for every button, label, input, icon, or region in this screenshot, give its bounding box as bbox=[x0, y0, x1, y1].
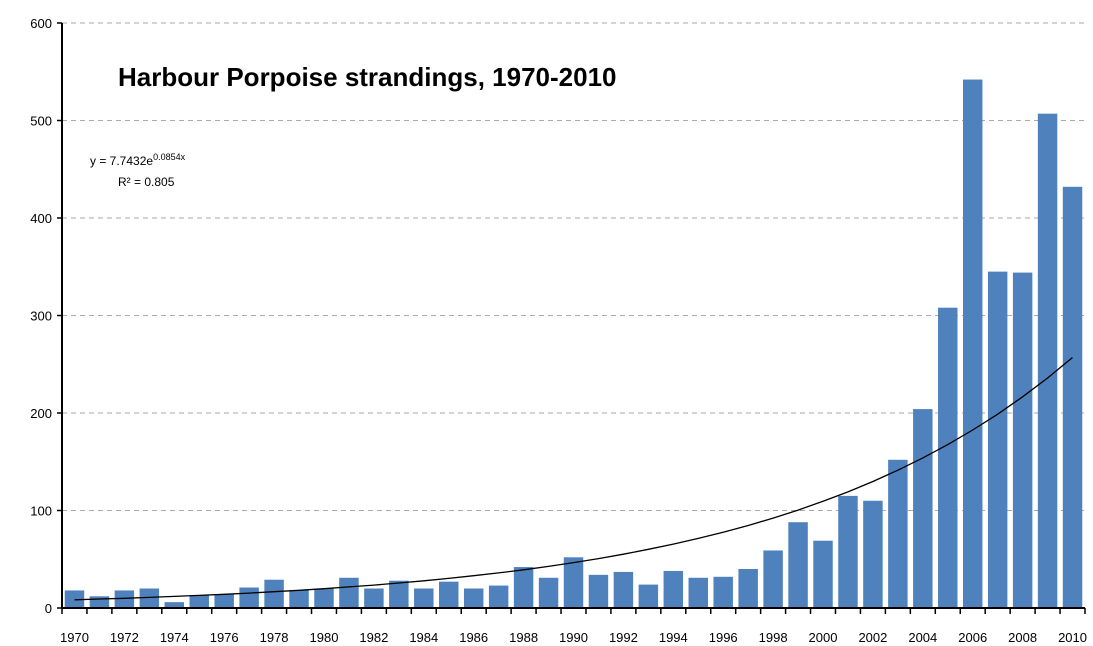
x-tick-label: 1980 bbox=[310, 630, 339, 645]
y-tick-label: 100 bbox=[30, 504, 52, 519]
bar bbox=[189, 595, 209, 608]
x-tick-label: 1972 bbox=[110, 630, 139, 645]
x-tick-label: 1992 bbox=[609, 630, 638, 645]
y-tick-label: 400 bbox=[30, 211, 52, 226]
bar bbox=[339, 577, 359, 608]
x-tick-label: 1986 bbox=[459, 630, 488, 645]
bar bbox=[463, 588, 484, 608]
x-tick-label: 2010 bbox=[1058, 630, 1087, 645]
bar bbox=[962, 79, 983, 609]
x-tick-label: 1988 bbox=[509, 630, 538, 645]
bar bbox=[613, 571, 634, 608]
bar bbox=[164, 602, 185, 608]
equation: y = 7.7432e bbox=[90, 154, 153, 168]
x-tick-label: 2004 bbox=[908, 630, 937, 645]
bar bbox=[738, 569, 758, 608]
bar bbox=[64, 590, 85, 608]
x-tick-label: 1984 bbox=[409, 630, 438, 645]
x-tick-label: 1996 bbox=[709, 630, 738, 645]
bar bbox=[788, 522, 808, 608]
x-tick-label: 1978 bbox=[260, 630, 289, 645]
y-tick-label: 0 bbox=[45, 601, 52, 616]
bar bbox=[513, 567, 534, 608]
x-tick-label: 2008 bbox=[1008, 630, 1037, 645]
trendline bbox=[74, 356, 1073, 601]
bar bbox=[114, 590, 135, 608]
bar bbox=[1062, 186, 1083, 609]
bar bbox=[763, 550, 783, 608]
bar bbox=[888, 459, 908, 608]
bar bbox=[1012, 272, 1033, 608]
bar bbox=[239, 587, 259, 608]
bar bbox=[913, 409, 933, 608]
bar bbox=[987, 271, 1008, 608]
bar bbox=[389, 580, 409, 608]
chart-title: Harbour Porpoise strandings, 1970-2010 bbox=[118, 62, 617, 92]
bar bbox=[289, 590, 309, 608]
bar bbox=[863, 500, 883, 608]
bar bbox=[488, 585, 509, 608]
bar bbox=[663, 570, 684, 608]
bar bbox=[813, 540, 833, 608]
bar bbox=[538, 577, 559, 608]
bar bbox=[364, 588, 384, 608]
y-tick-label: 600 bbox=[30, 16, 52, 31]
x-tick-label: 1998 bbox=[759, 630, 788, 645]
bar bbox=[1037, 113, 1058, 609]
bar bbox=[838, 495, 858, 608]
x-tick-label: 2000 bbox=[809, 630, 838, 645]
bar bbox=[713, 576, 733, 608]
y-tick-label: 200 bbox=[30, 406, 52, 421]
trend-equation: y = 7.7432e0.0854x bbox=[90, 152, 186, 168]
bar bbox=[264, 579, 284, 608]
bar bbox=[688, 577, 708, 608]
r-squared: R² = 0.805 bbox=[118, 175, 175, 189]
bar bbox=[938, 307, 958, 608]
equation-exponent: 0.0854x bbox=[153, 152, 186, 162]
bar bbox=[314, 588, 334, 608]
x-tick-label: 1990 bbox=[559, 630, 588, 645]
y-tick-label: 300 bbox=[30, 309, 52, 324]
y-tick-label: 500 bbox=[30, 114, 52, 129]
x-tick-label: 1976 bbox=[210, 630, 239, 645]
bar bbox=[588, 574, 609, 608]
bar bbox=[139, 588, 160, 608]
bar bbox=[414, 588, 434, 608]
bar bbox=[89, 596, 110, 608]
bar bbox=[638, 584, 659, 608]
x-tick-label: 1994 bbox=[659, 630, 688, 645]
x-tick-label: 1970 bbox=[60, 630, 89, 645]
x-tick-label: 1982 bbox=[359, 630, 388, 645]
bar bbox=[439, 581, 459, 608]
x-tick-label: 1974 bbox=[160, 630, 189, 645]
bar bbox=[563, 557, 584, 608]
x-tick-label: 2006 bbox=[958, 630, 987, 645]
bar bbox=[214, 594, 234, 608]
x-tick-label: 2002 bbox=[858, 630, 887, 645]
